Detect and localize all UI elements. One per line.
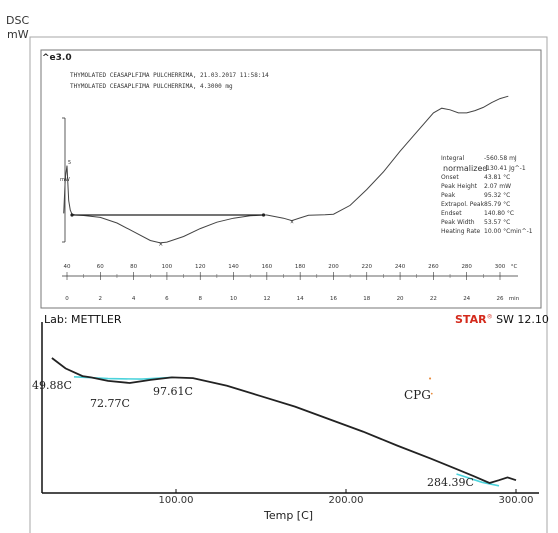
result-label-peak-width: Peak Width [441, 219, 475, 226]
time-tick-label: 20 [397, 296, 404, 302]
data-label-49-88: 49.88C [32, 379, 72, 392]
result-label-extrapol-peak: Extrapol. Peak [441, 201, 485, 208]
software-version: SW 12.10 [496, 313, 549, 326]
time-tick-label: 26 [497, 296, 504, 302]
cpg-dot-mark: • [428, 375, 432, 383]
lab-label: Lab: METTLER [44, 313, 122, 326]
lower-marks: •• [51, 357, 517, 487]
time-tick-label: 16 [330, 296, 337, 302]
data-label-97-61: 97.61C [153, 385, 193, 398]
temperature-tick-label: 160 [262, 264, 273, 270]
sample-line-1: THYMOLATED CEASAPLFIMA PULCHERRIMA, 21.0… [70, 72, 269, 79]
temperature-tick-label: 120 [195, 264, 206, 270]
endset-marker: × [290, 220, 294, 226]
result-label-heating-rate: Heating Rate [441, 228, 481, 235]
y-axis-unit: mW [60, 177, 70, 183]
baseline-start-point [70, 213, 74, 217]
lower-dsc-curve [51, 357, 517, 484]
result-label-normalized: normalized [443, 164, 488, 173]
result-value-onset: 43.81 °C [484, 174, 511, 181]
temperature-tick-label: 200 [328, 264, 339, 270]
time-tick-label: 22 [430, 296, 437, 302]
upper-scale-label: ^e3.0 [42, 53, 72, 63]
temperature-tick-label: 260 [428, 264, 439, 270]
time-tick-label: 4 [132, 296, 136, 302]
data-label-cpg: CPG [404, 388, 431, 402]
lower-axes: 100.00 200.00 300.00 [41, 322, 539, 506]
upper-axes: 40 60 80 100 120 140 160 180 200 220 240 260 280 300 °… [62, 117, 520, 302]
time-tick-label: 10 [230, 296, 237, 302]
time-tick-label: 12 [263, 296, 270, 302]
temperature-tick-label: 280 [461, 264, 472, 270]
x-axis-label: Temp [C] [264, 509, 314, 522]
time-tick-label: 18 [363, 296, 370, 302]
result-label-integral: Integral [441, 155, 465, 162]
temperature-tick-label: 220 [362, 264, 373, 270]
temperature-tick-label: 300 [495, 264, 506, 270]
result-value-normalized: -130.41 Jg^-1 [484, 165, 526, 172]
temperature-tick-label: °C [511, 264, 518, 270]
result-value-integral: -560.58 mJ [484, 155, 517, 162]
result-label-endset: Endset [441, 210, 462, 217]
upper-plot-frame [40, 49, 542, 309]
star-brand: STAR [455, 313, 487, 326]
time-tick-label: 2 [99, 296, 103, 302]
lower-x-tick-label: 200.00 [329, 495, 364, 506]
cpg-tick-mark: • [430, 391, 434, 398]
temperature-tick-label: 80 [130, 264, 137, 270]
registered-mark: ® [486, 313, 493, 321]
figure-frame [29, 36, 548, 533]
dsc-label: DSC [6, 14, 30, 27]
lower-x-tick-label: 300.00 [499, 495, 534, 506]
temperature-tick-label: 60 [97, 264, 104, 270]
result-label-onset: Onset [441, 174, 459, 181]
time-tick-label: 14 [297, 296, 304, 302]
sample-line-2: THYMOLATED CEASAPLFIMA PULCHERRIMA, 4.30… [70, 83, 233, 90]
time-tick-label: min [509, 296, 520, 302]
result-label-peak-height: Peak Height [441, 183, 477, 190]
result-value-extrapol-peak: 85.79 °C [484, 201, 511, 208]
time-tick-label: 24 [463, 296, 470, 302]
result-value-peak-width: 53.57 °C [484, 219, 511, 226]
software-version-label: STAR® SW 12.10 [455, 313, 549, 326]
time-tick-label: 6 [165, 296, 169, 302]
peak-marker: × [158, 241, 163, 248]
mw-unit-label: mW [7, 28, 29, 41]
result-value-peak-height: 2.07 mW [484, 183, 512, 190]
data-label-72-77: 72.77C [90, 397, 130, 410]
temperature-tick-label: 40 [64, 264, 71, 270]
data-label-284-39: 284.39C [427, 476, 474, 489]
temperature-tick-label: 240 [395, 264, 406, 270]
tangent-line-high [456, 473, 500, 487]
temperature-tick-label: 100 [162, 264, 173, 270]
upper-marks: ×× [63, 95, 509, 248]
temperature-tick-label: 180 [295, 264, 306, 270]
baseline-end-point [261, 213, 266, 217]
temperature-tick-label: 140 [228, 264, 239, 270]
upper-dsc-curve [63, 95, 509, 244]
result-value-endset: 140.80 °C [484, 210, 515, 217]
result-value-peak: 95.32 °C [484, 192, 511, 199]
time-tick-label: 8 [198, 296, 202, 302]
result-label-peak: Peak [441, 192, 456, 199]
lower-x-tick-label: 100.00 [159, 495, 194, 506]
time-tick-label: 0 [65, 296, 69, 302]
y-scale-value: 5 [68, 160, 72, 166]
result-value-heating-rate: 10.00 °Cmin^-1 [484, 228, 533, 235]
